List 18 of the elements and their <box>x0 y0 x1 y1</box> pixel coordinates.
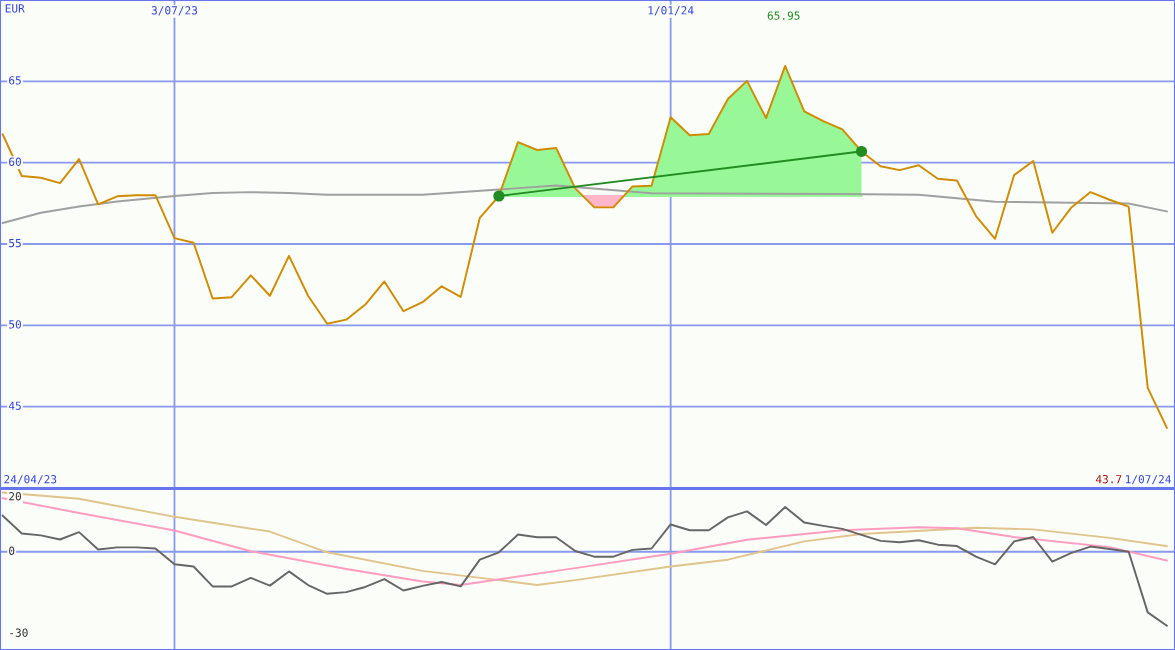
y-tick-label: 20 <box>9 492 21 501</box>
annotation: 1/07/24 <box>1125 475 1171 485</box>
y-tick-label: 65 <box>9 76 21 85</box>
y-tick-label: -30 <box>10 628 28 637</box>
y-tick-label: 45 <box>8 401 21 410</box>
y-tick-label: 55 <box>9 238 21 248</box>
line-series <box>1 64 1168 429</box>
line-series <box>1 184 1168 224</box>
line-series <box>1 506 1168 627</box>
annotation: 65.95 <box>767 11 800 20</box>
y-tick-label: 0 <box>9 546 15 556</box>
x-tick-label: 3/07/23 <box>151 6 198 16</box>
y-tick-label: 50 <box>9 320 21 329</box>
y-tick-label: 60 <box>9 157 21 166</box>
y-axis-title: EUR <box>5 4 25 13</box>
annotation: 24/04/23 <box>4 475 57 485</box>
annotation: 43.7 <box>1095 475 1122 484</box>
x-tick-label: 1/01/24 <box>648 6 694 16</box>
